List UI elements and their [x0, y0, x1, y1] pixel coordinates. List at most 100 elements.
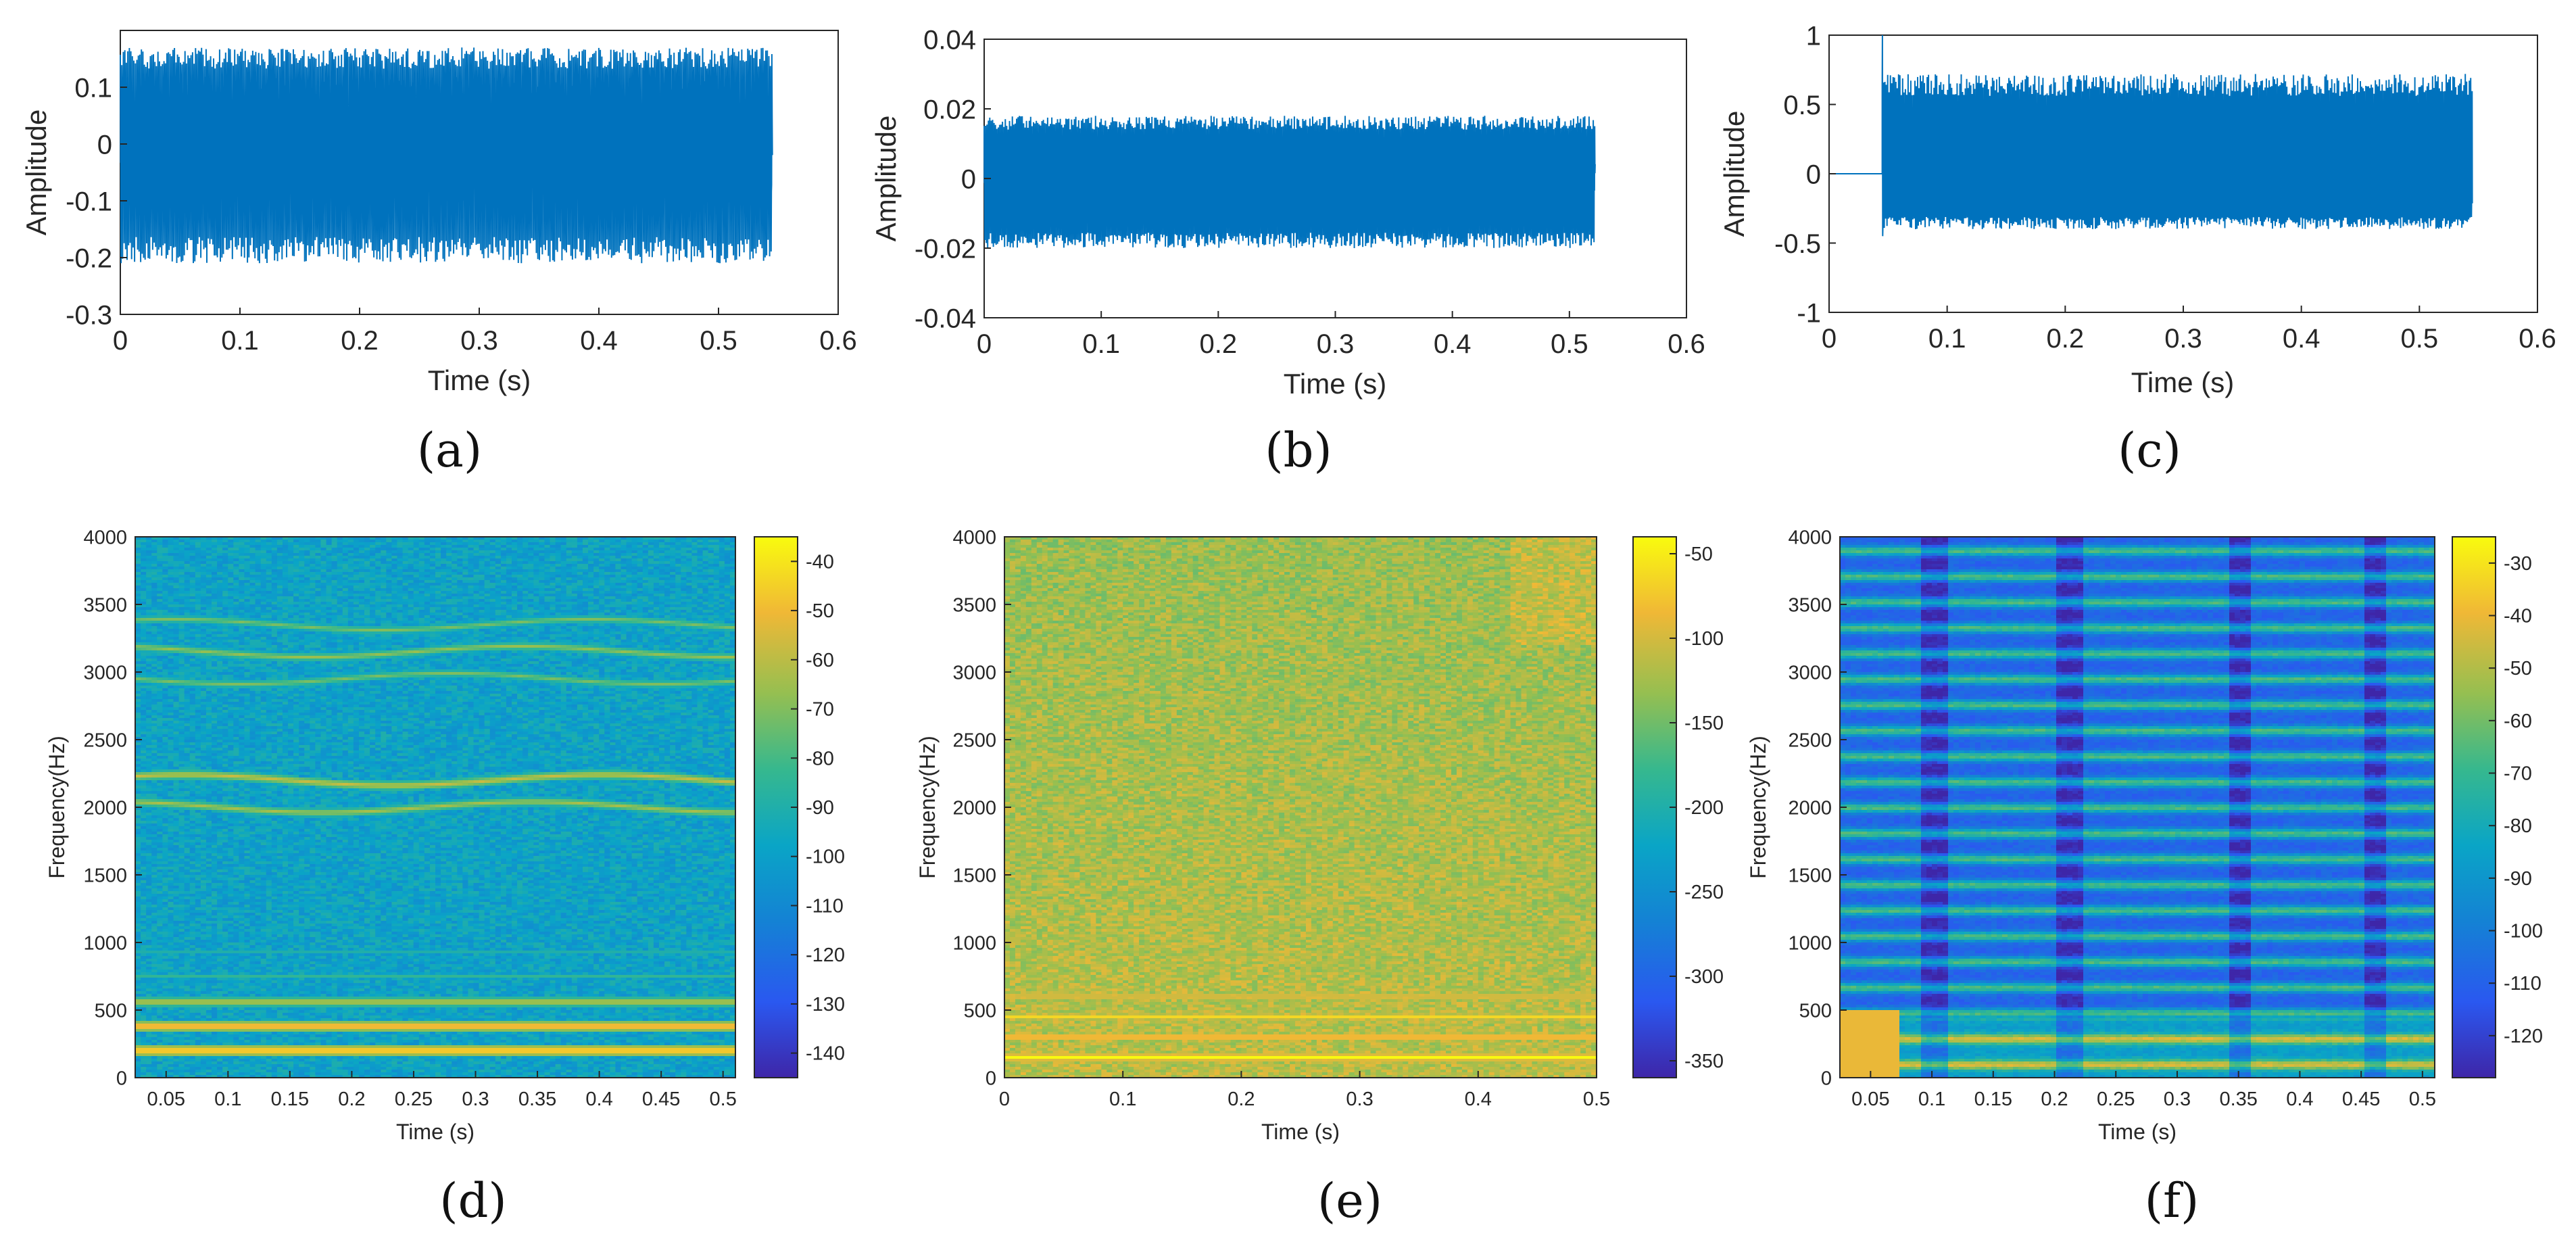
spectrogram-cell: [375, 548, 381, 551]
spectrogram-cell: [332, 548, 338, 551]
spectrogram-cell: [435, 540, 441, 543]
spectrogram-cell: [315, 550, 321, 554]
y-tick-label: -0.3: [66, 300, 112, 330]
spectrogram-cell: [320, 540, 326, 543]
spectrogram-cell: [381, 545, 387, 548]
spectrogram-cell: [277, 545, 283, 548]
spectrogram-cell: [391, 542, 397, 546]
spectrogram-cell: [359, 545, 365, 548]
spectrogram-cell: [212, 548, 218, 551]
spectrogram-cell: [141, 548, 147, 551]
spectrogram-cell: [572, 542, 578, 546]
spectrogram-cell: [539, 548, 545, 551]
x-tick-label: 0.4: [580, 326, 618, 356]
spectrogram-cell: [222, 550, 228, 554]
spectrogram-cell: [441, 542, 447, 546]
spectrogram-cell: [495, 540, 502, 543]
spectrogram-cell: [686, 540, 692, 543]
spectrogram-cell: [533, 542, 539, 546]
y-ticks-a: -0.3-0.2-0.100.1: [66, 73, 127, 330]
spectrogram-cell: [719, 542, 725, 546]
spectrogram-cell: [697, 545, 703, 548]
spectrogram-cell: [354, 548, 360, 551]
spectrogram-cell: [239, 548, 245, 551]
spectrogram-cell: [664, 545, 671, 548]
spectrogram-cell: [239, 545, 245, 548]
spectrogram-cell: [615, 542, 621, 546]
spectrogram-cell: [446, 540, 452, 543]
spectrogram-cell: [168, 550, 174, 554]
spectrogram-cell: [179, 540, 185, 543]
spectrogram-cell: [157, 542, 163, 546]
y-tick-label: 0: [961, 164, 976, 194]
x-tick-label: 0.3: [2164, 324, 2202, 354]
spectrogram-cell: [304, 548, 310, 551]
spectrogram-cell: [485, 548, 491, 551]
spectrogram-cell: [479, 540, 485, 543]
spectrogram-cell: [288, 550, 294, 554]
spectrogram-cell: [517, 545, 523, 548]
spectrogram-cell: [501, 542, 507, 546]
spectrogram-cell: [283, 545, 289, 548]
spectrogram-cell: [185, 540, 191, 543]
spectrogram-cell: [632, 545, 638, 548]
spectrogram-cell: [354, 550, 360, 554]
spectrogram-cell: [664, 542, 671, 546]
spectrogram-cell: [332, 542, 338, 546]
y-axis-label-b: Amplitude: [870, 116, 902, 242]
spectrogram-cell: [359, 540, 365, 543]
spectrogram-cell: [195, 540, 201, 543]
spectrogram-cell: [343, 545, 349, 548]
spectrogram-cell: [457, 542, 463, 546]
spectrogram-cell: [621, 542, 627, 546]
y-tick-label: -0.02: [915, 234, 976, 264]
spectrogram-cell: [190, 548, 196, 551]
spectrogram-cell: [299, 550, 305, 554]
spectrogram-cell: [408, 542, 414, 546]
spectrogram-cell: [250, 550, 256, 554]
spectrogram-cell: [277, 548, 283, 551]
spectrogram-cell: [446, 548, 452, 551]
spectrogram-cell: [293, 550, 299, 554]
spectrogram-cell: [675, 540, 681, 543]
spectrogram-cell: [250, 540, 256, 543]
spectrogram-cell: [310, 545, 316, 548]
spectrogram-cell: [304, 540, 310, 543]
spectrogram-cell: [332, 540, 338, 543]
spectrogram-cell: [266, 548, 272, 551]
spectrogram-cell: [310, 540, 316, 543]
spectrogram-cell: [141, 542, 147, 546]
spectrogram-cell: [468, 548, 474, 551]
spectrogram-cell: [441, 548, 447, 551]
spectrogram-cell: [293, 540, 299, 543]
spectrogram-cell: [391, 550, 397, 554]
spectrogram-cell: [424, 542, 431, 546]
spectrogram-cell: [474, 550, 480, 554]
spectrogram-cell: [190, 540, 196, 543]
spectrogram-cell: [495, 542, 502, 546]
x-tick-label: 0.5: [700, 326, 737, 356]
spectrogram-cell: [386, 542, 392, 546]
spectrogram-cell: [528, 540, 534, 543]
spectrogram-cell: [206, 548, 212, 551]
spectrogram-cell: [244, 548, 250, 551]
x-tick-label: 0: [1822, 324, 1837, 354]
x-axis-label-a: Time (s): [428, 364, 531, 396]
spectrogram-cell: [288, 542, 294, 546]
spectrogram-cell: [621, 548, 627, 551]
spectrogram-cell: [277, 550, 283, 554]
spectrogram-cell: [185, 542, 191, 546]
spectrogram-cell: [604, 540, 610, 543]
spectrogram-cell: [157, 545, 163, 548]
spectrogram-cell: [162, 542, 168, 546]
spectrogram-cell: [162, 545, 168, 548]
spectrogram-cell: [430, 545, 436, 548]
spectrogram-cell: [348, 542, 354, 546]
spectrogram-cell: [168, 542, 174, 546]
spectrogram-cell: [174, 540, 180, 543]
x-tick-label: 0.1: [1082, 329, 1120, 359]
y-tick-label: 0.1: [74, 73, 112, 103]
spectrogram-cell: [468, 542, 474, 546]
spectrogram-cell: [664, 540, 671, 543]
spectrogram-cell: [572, 545, 578, 548]
